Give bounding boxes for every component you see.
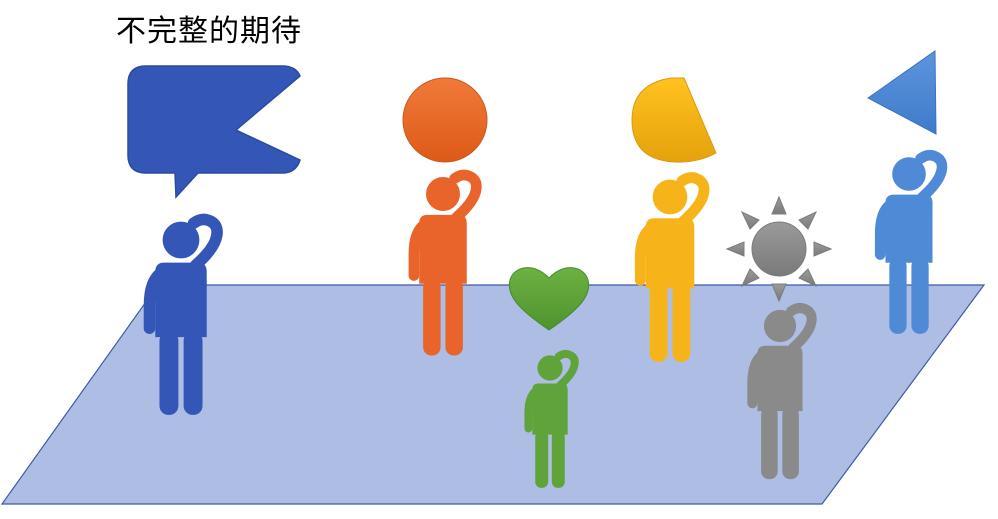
partial-circle-shape — [631, 77, 717, 163]
floor-plane — [0, 284, 986, 505]
sun-shape — [725, 195, 833, 303]
triangle-shape — [867, 50, 937, 135]
circle-shape — [402, 77, 488, 163]
diagram-title: 不完整的期待 — [116, 14, 302, 49]
speech-bubble-shape — [127, 65, 301, 199]
heart-shape — [508, 267, 590, 331]
